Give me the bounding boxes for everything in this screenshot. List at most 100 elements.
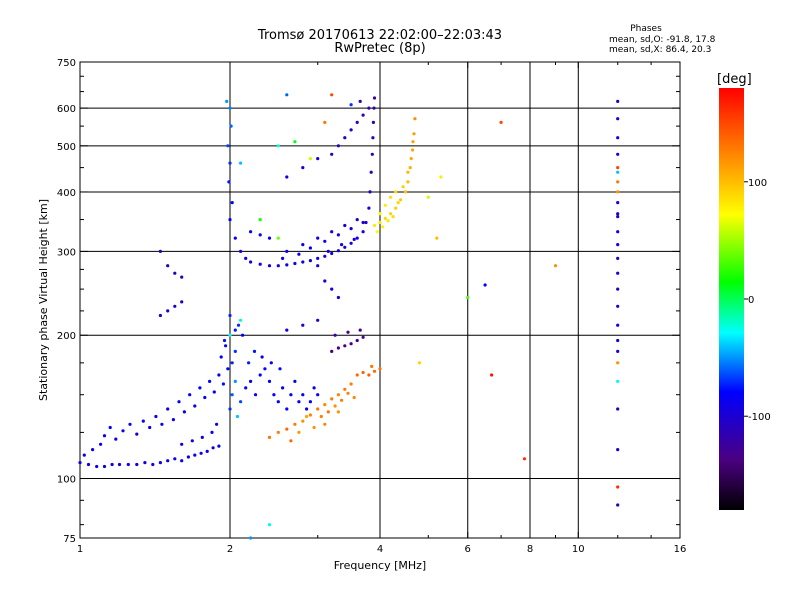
data-point xyxy=(199,451,203,455)
data-point xyxy=(114,437,118,441)
data-point xyxy=(235,414,239,419)
data-point xyxy=(355,236,359,240)
data-point xyxy=(417,361,422,365)
data-point xyxy=(358,328,362,332)
data-point xyxy=(285,93,289,97)
data-point xyxy=(349,103,353,107)
data-point xyxy=(99,442,103,446)
data-point xyxy=(330,230,334,234)
data-point xyxy=(399,198,403,202)
data-point xyxy=(301,260,305,264)
data-point xyxy=(249,379,253,383)
data-point xyxy=(616,448,620,452)
colorbar-tick-label: 0 xyxy=(748,295,754,306)
data-point xyxy=(316,407,320,411)
data-point xyxy=(412,132,416,136)
data-point xyxy=(293,379,297,383)
data-point xyxy=(226,144,230,148)
data-point xyxy=(233,236,237,240)
colorbar-label: [deg] xyxy=(717,72,752,87)
data-point xyxy=(522,457,527,461)
data-point xyxy=(372,223,377,228)
data-point xyxy=(340,398,344,402)
data-point xyxy=(343,136,347,140)
data-point xyxy=(406,170,410,174)
data-point xyxy=(285,249,289,253)
data-point xyxy=(358,99,362,103)
data-point xyxy=(553,264,558,268)
data-point xyxy=(406,180,410,184)
data-points xyxy=(78,93,620,540)
data-point xyxy=(158,249,162,253)
data-point xyxy=(126,462,130,467)
data-point xyxy=(228,161,232,165)
data-point xyxy=(166,459,170,463)
data-point xyxy=(228,333,232,337)
data-point xyxy=(333,404,337,408)
stats-heading: Phases xyxy=(630,24,662,34)
data-point xyxy=(108,425,112,430)
data-point xyxy=(244,386,248,390)
x-axis-label: Frequency [MHz] xyxy=(334,559,426,572)
data-point xyxy=(148,425,152,430)
data-point xyxy=(326,249,330,253)
data-point xyxy=(102,464,107,469)
data-point xyxy=(95,464,99,469)
data-point xyxy=(616,271,620,275)
data-point xyxy=(316,157,320,161)
data-point xyxy=(198,386,202,390)
data-point xyxy=(258,373,262,377)
data-point xyxy=(499,120,503,124)
data-point xyxy=(336,144,340,148)
data-point xyxy=(343,344,347,348)
data-point xyxy=(466,295,470,300)
data-point xyxy=(308,413,312,417)
grid-lines xyxy=(80,62,680,538)
data-point xyxy=(483,283,487,287)
data-point xyxy=(281,386,285,390)
data-point xyxy=(370,364,374,368)
data-point xyxy=(616,304,620,308)
data-point xyxy=(253,393,258,397)
data-point xyxy=(82,453,86,457)
colorbar-tick-label: 100 xyxy=(748,178,767,189)
data-point xyxy=(616,190,620,194)
data-point xyxy=(413,117,417,121)
data-point xyxy=(267,236,272,240)
data-point xyxy=(361,335,365,339)
data-point xyxy=(616,243,620,247)
data-point xyxy=(160,422,164,426)
data-point xyxy=(239,318,243,322)
data-point xyxy=(135,462,139,467)
data-point xyxy=(228,106,232,110)
data-point xyxy=(323,279,327,283)
data-point xyxy=(276,430,280,434)
data-point xyxy=(285,328,289,332)
data-point xyxy=(409,157,413,161)
data-point xyxy=(171,418,175,422)
data-point xyxy=(343,387,347,391)
data-point xyxy=(289,393,293,397)
data-point xyxy=(158,313,162,318)
data-point xyxy=(239,400,243,404)
data-point xyxy=(616,215,620,219)
data-point xyxy=(278,367,282,371)
y-tick-label: 600 xyxy=(57,104,76,115)
data-point xyxy=(301,323,305,327)
y-tick-label: 400 xyxy=(57,188,76,199)
data-point xyxy=(330,397,334,401)
data-point xyxy=(293,140,297,144)
x-tick-label: 2 xyxy=(227,544,233,555)
data-point xyxy=(166,264,170,268)
data-point xyxy=(239,249,243,253)
data-point xyxy=(355,338,359,343)
data-point xyxy=(205,449,209,453)
data-point xyxy=(316,236,320,240)
data-point xyxy=(340,243,344,247)
data-point xyxy=(180,275,184,279)
data-point xyxy=(193,404,197,408)
data-point xyxy=(426,195,430,199)
data-point xyxy=(312,386,316,390)
data-point xyxy=(233,349,237,353)
data-point xyxy=(258,218,262,222)
